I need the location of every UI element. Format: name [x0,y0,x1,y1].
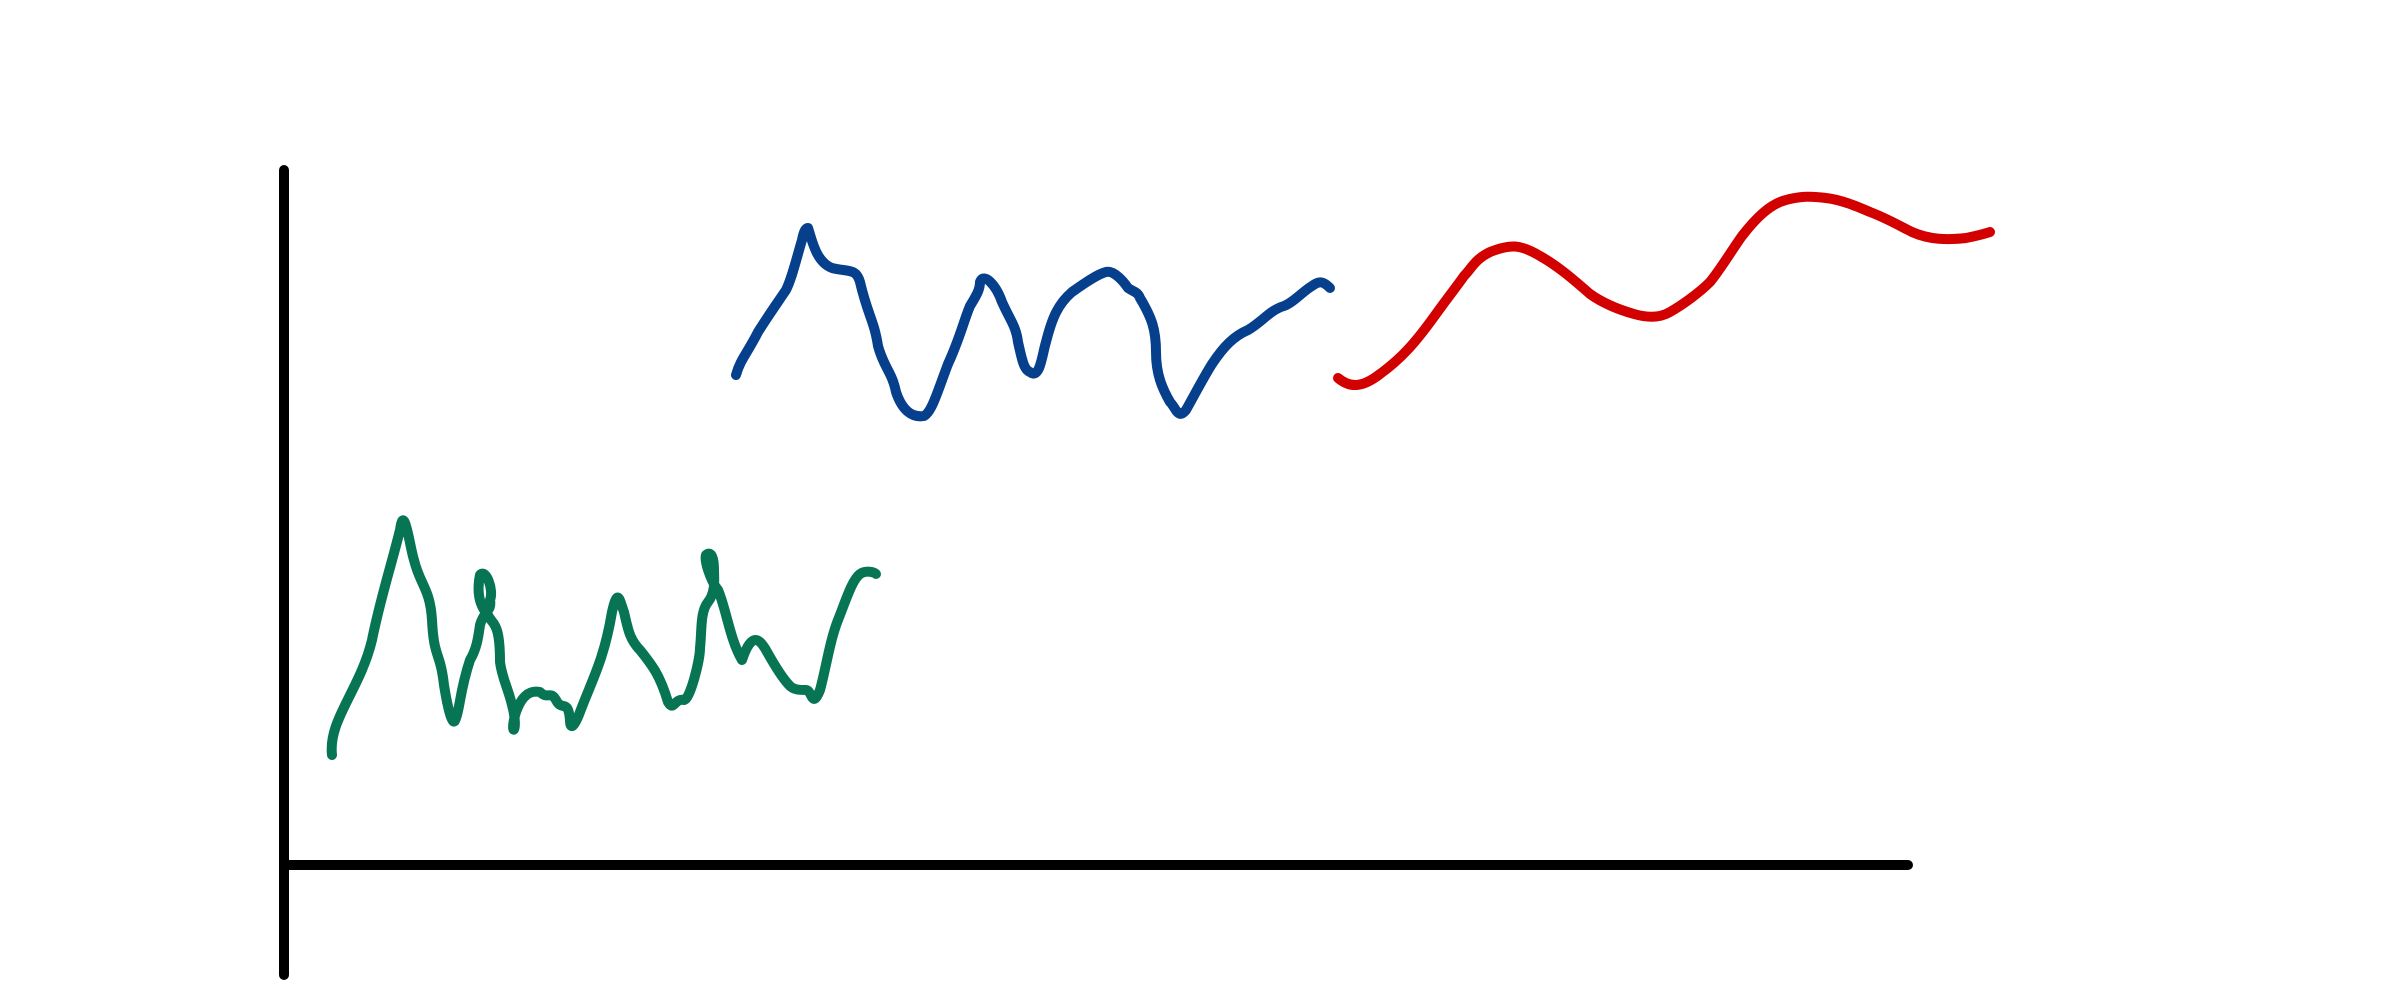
red-curve [1333,191,1995,390]
green-squiggle [326,515,881,760]
axes [279,165,1913,980]
blue-squiggle [731,223,1335,422]
